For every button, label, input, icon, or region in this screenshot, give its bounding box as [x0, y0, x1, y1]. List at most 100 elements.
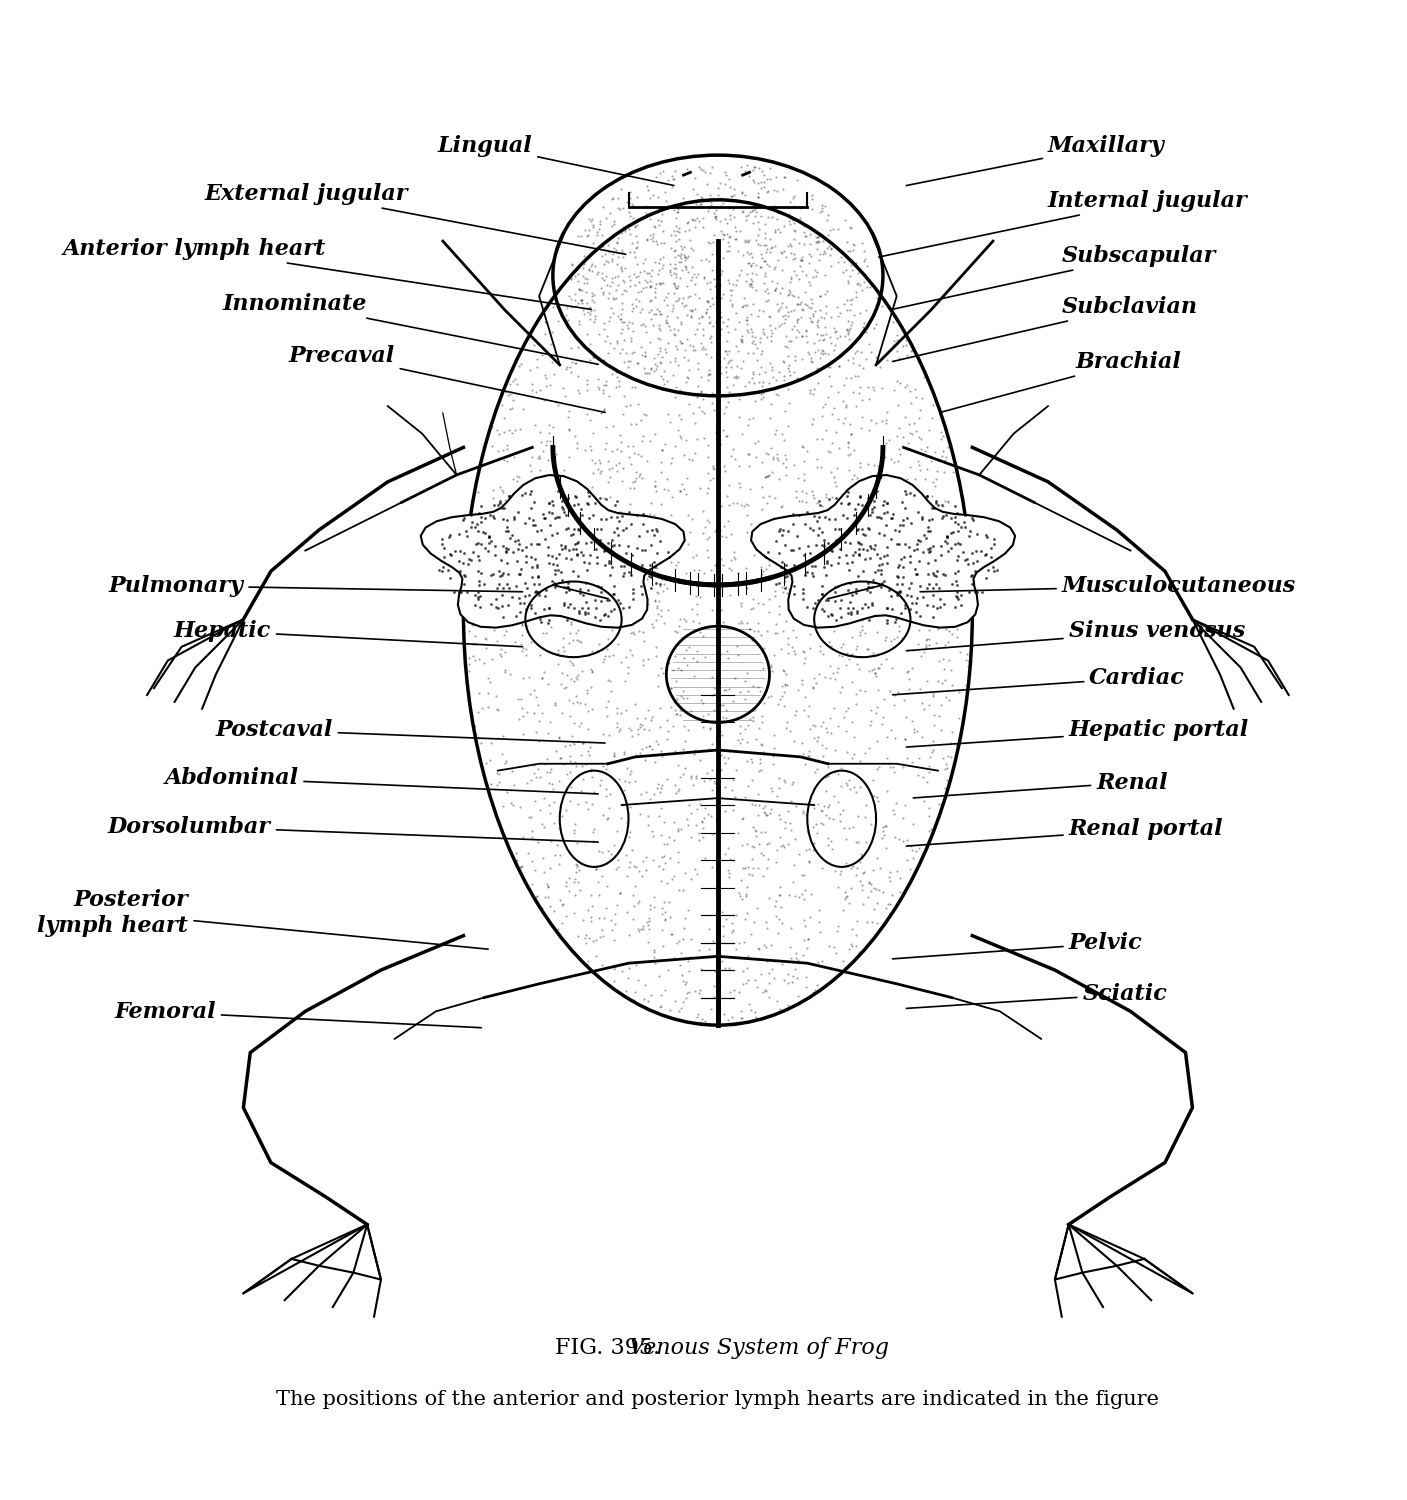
Point: [557, 576, 580, 600]
Point: [557, 560, 580, 584]
Point: [580, 909, 602, 933]
Point: [744, 388, 767, 412]
Point: [929, 650, 951, 674]
Point: [891, 830, 913, 854]
Point: [937, 744, 960, 768]
Point: [878, 864, 900, 888]
Point: [801, 196, 823, 220]
Point: [839, 777, 861, 801]
Point: [632, 503, 654, 526]
Point: [779, 718, 802, 742]
Point: [639, 270, 661, 294]
Point: [779, 538, 802, 562]
Point: [756, 237, 778, 261]
Point: [825, 940, 847, 964]
Point: [643, 214, 666, 238]
Point: [625, 465, 647, 489]
Point: [774, 609, 796, 633]
Point: [519, 482, 542, 506]
Point: [633, 344, 656, 368]
Point: [561, 254, 584, 278]
Point: [618, 600, 640, 624]
Point: [611, 504, 633, 528]
Point: [830, 240, 853, 264]
Point: [830, 858, 853, 882]
Point: [536, 873, 559, 897]
Point: [611, 572, 633, 596]
Point: [764, 621, 787, 645]
Point: [896, 833, 919, 856]
Point: [758, 240, 781, 264]
Point: [961, 562, 983, 586]
Point: [601, 570, 623, 594]
Point: [750, 555, 772, 579]
Point: [543, 506, 566, 530]
Point: [791, 489, 813, 513]
Point: [684, 339, 706, 363]
Point: [701, 855, 723, 879]
Point: [571, 543, 594, 567]
Point: [944, 504, 967, 528]
Point: [539, 710, 561, 734]
Point: [806, 228, 829, 252]
Point: [575, 602, 598, 625]
Point: [625, 236, 647, 260]
Point: [556, 486, 578, 510]
Point: [737, 251, 760, 274]
Point: [647, 580, 670, 604]
Point: [670, 818, 692, 842]
Point: [805, 225, 827, 249]
Point: [770, 874, 792, 898]
Point: [715, 222, 737, 246]
Point: [794, 468, 816, 492]
Point: [701, 242, 723, 266]
Point: [508, 538, 530, 562]
Point: [698, 510, 720, 534]
Point: [431, 560, 453, 584]
Point: [777, 334, 799, 358]
Point: [819, 374, 841, 398]
Point: [525, 720, 547, 744]
Point: [805, 756, 827, 780]
Point: [616, 756, 639, 780]
Point: [953, 580, 975, 604]
Point: [615, 540, 637, 564]
Point: [591, 266, 613, 290]
Point: [519, 768, 542, 792]
Point: [839, 288, 861, 312]
Point: [858, 870, 881, 894]
Point: [912, 765, 934, 789]
Point: [635, 844, 657, 868]
Point: [647, 262, 670, 286]
Point: [816, 579, 839, 603]
Point: [453, 506, 476, 530]
Point: [657, 958, 680, 982]
Point: [685, 603, 708, 627]
Point: [539, 801, 561, 825]
Point: [667, 226, 689, 251]
Point: [874, 489, 896, 513]
Point: [958, 525, 981, 549]
Point: [902, 519, 924, 543]
Point: [597, 839, 619, 862]
Point: [946, 549, 968, 573]
Point: [751, 560, 774, 584]
Point: [651, 662, 674, 686]
Point: [677, 898, 699, 922]
Point: [601, 242, 623, 266]
Point: [922, 584, 944, 608]
Point: [689, 380, 712, 404]
Point: [612, 402, 635, 426]
Point: [891, 488, 913, 512]
Point: [744, 196, 767, 220]
Point: [740, 922, 763, 946]
Point: [666, 702, 688, 726]
Point: [588, 604, 611, 628]
Point: [727, 310, 750, 334]
Point: [718, 166, 740, 190]
Point: [805, 230, 827, 254]
Point: [779, 267, 802, 291]
Point: [803, 831, 826, 855]
Point: [673, 736, 695, 760]
Point: [650, 438, 673, 462]
